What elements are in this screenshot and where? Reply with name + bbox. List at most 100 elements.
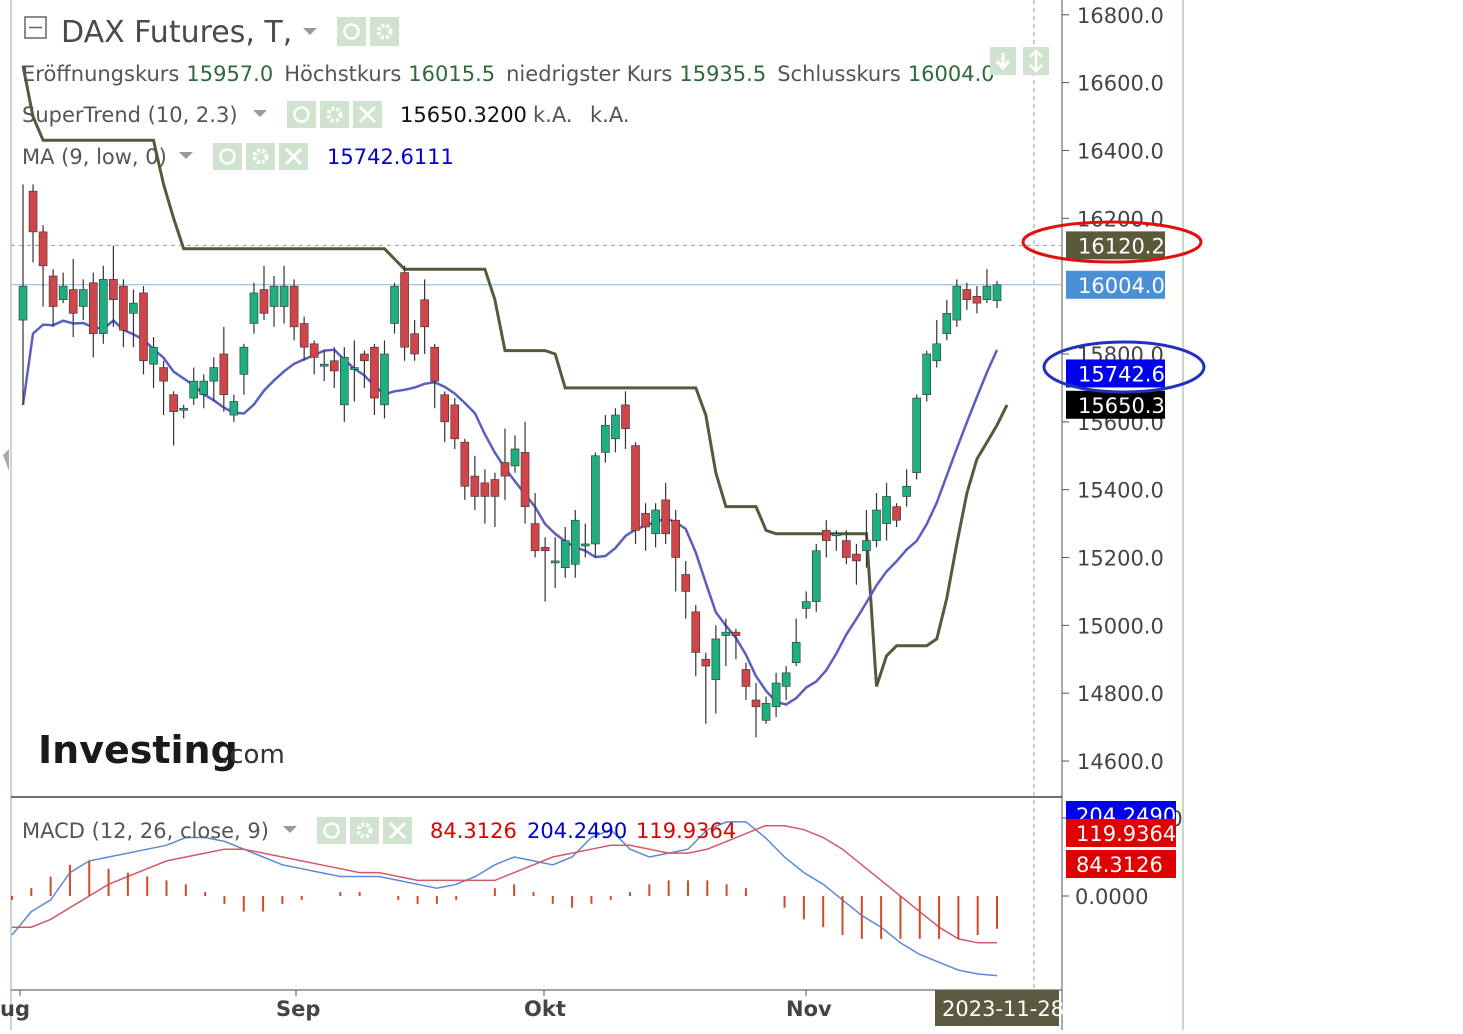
candle[interactable]	[852, 543, 861, 585]
candle[interactable]	[621, 391, 630, 449]
candle[interactable]	[902, 469, 911, 507]
title-eye-icon[interactable]	[337, 17, 366, 46]
candle[interactable]	[18, 184, 28, 405]
candle[interactable]	[641, 503, 650, 551]
macd-gear-icon[interactable]	[350, 817, 379, 844]
candle[interactable]	[239, 343, 249, 395]
candle[interactable]	[149, 337, 158, 388]
candle[interactable]	[109, 245, 118, 327]
candle[interactable]	[309, 340, 319, 375]
candle[interactable]	[510, 435, 520, 473]
supertrend-dropdown-icon[interactable]	[253, 110, 267, 117]
candle[interactable]	[932, 320, 942, 368]
candle[interactable]	[139, 286, 148, 375]
candle[interactable]	[269, 275, 279, 327]
candle[interactable]	[671, 510, 680, 592]
candle[interactable]	[400, 265, 409, 361]
candle[interactable]	[179, 404, 188, 419]
candle[interactable]	[992, 280, 1002, 309]
candle[interactable]	[842, 530, 851, 565]
candle[interactable]	[390, 282, 399, 334]
candle[interactable]	[249, 282, 259, 334]
candle[interactable]	[289, 279, 299, 341]
candle[interactable]	[560, 526, 570, 578]
candle[interactable]	[169, 391, 178, 446]
candle[interactable]	[741, 662, 751, 700]
candle[interactable]	[791, 618, 801, 667]
candle[interactable]	[38, 225, 48, 307]
candle[interactable]	[550, 537, 560, 589]
candle[interactable]	[99, 265, 108, 344]
candle[interactable]	[701, 652, 711, 724]
candle[interactable]	[68, 259, 78, 338]
candle[interactable]	[88, 272, 98, 358]
candle[interactable]	[962, 282, 972, 310]
candle[interactable]	[972, 286, 982, 314]
candle[interactable]	[530, 493, 540, 558]
candle[interactable]	[209, 357, 219, 402]
candle[interactable]	[862, 510, 871, 568]
supertrend-gear-icon[interactable]	[320, 101, 349, 128]
ma-gear-icon[interactable]	[246, 143, 275, 170]
candle[interactable]	[279, 265, 289, 324]
candle[interactable]	[199, 374, 209, 409]
candle[interactable]	[811, 543, 821, 612]
candle[interactable]	[892, 503, 901, 527]
candle[interactable]	[319, 350, 329, 382]
candle[interactable]	[942, 299, 952, 341]
candle[interactable]	[832, 530, 841, 551]
candle[interactable]	[781, 666, 791, 700]
candle[interactable]	[370, 343, 379, 416]
candle[interactable]	[631, 442, 640, 544]
candle[interactable]	[500, 428, 510, 500]
ma-eye-icon[interactable]	[213, 143, 242, 170]
candle[interactable]	[661, 482, 670, 544]
candle[interactable]	[601, 415, 610, 463]
candle[interactable]	[58, 272, 68, 304]
candle[interactable]	[771, 672, 781, 717]
candle[interactable]	[430, 343, 439, 409]
candle[interactable]	[591, 452, 600, 558]
candle[interactable]	[681, 560, 691, 619]
candle[interactable]	[119, 279, 128, 348]
candle[interactable]	[490, 472, 500, 527]
candle[interactable]	[952, 279, 962, 327]
candle[interactable]	[480, 469, 490, 524]
candle[interactable]	[159, 360, 168, 416]
candle[interactable]	[761, 696, 771, 724]
candle[interactable]	[410, 320, 419, 361]
candle[interactable]	[922, 350, 932, 402]
supertrend-eye-icon[interactable]	[287, 101, 316, 128]
candle[interactable]	[731, 628, 741, 660]
scroll-left-icon[interactable]	[3, 449, 9, 471]
candle[interactable]	[48, 269, 58, 327]
candle[interactable]	[540, 537, 550, 602]
ma-dropdown-icon[interactable]	[179, 152, 193, 159]
candle[interactable]	[711, 625, 721, 714]
candle[interactable]	[340, 347, 349, 422]
candle[interactable]	[651, 503, 660, 548]
candle[interactable]	[229, 394, 239, 422]
candle[interactable]	[450, 398, 460, 449]
candle[interactable]	[460, 438, 470, 500]
candle[interactable]	[751, 683, 761, 738]
macd-dropdown-icon[interactable]	[283, 826, 297, 833]
macd-eye-icon[interactable]	[317, 817, 346, 844]
title-gear-icon[interactable]	[370, 17, 399, 46]
candle[interactable]	[360, 350, 369, 388]
candle[interactable]	[581, 523, 590, 558]
candle[interactable]	[912, 394, 921, 480]
candle[interactable]	[570, 510, 580, 578]
candle[interactable]	[801, 591, 811, 619]
candle[interactable]	[872, 493, 881, 548]
candle[interactable]	[219, 326, 229, 412]
candle[interactable]	[299, 316, 309, 361]
candle[interactable]	[420, 279, 429, 354]
candle[interactable]	[821, 520, 831, 558]
candle[interactable]	[691, 605, 701, 677]
candle[interactable]	[189, 367, 199, 405]
candle[interactable]	[380, 340, 389, 419]
candle[interactable]	[129, 289, 138, 348]
candle[interactable]	[329, 347, 339, 388]
candle[interactable]	[78, 279, 88, 321]
